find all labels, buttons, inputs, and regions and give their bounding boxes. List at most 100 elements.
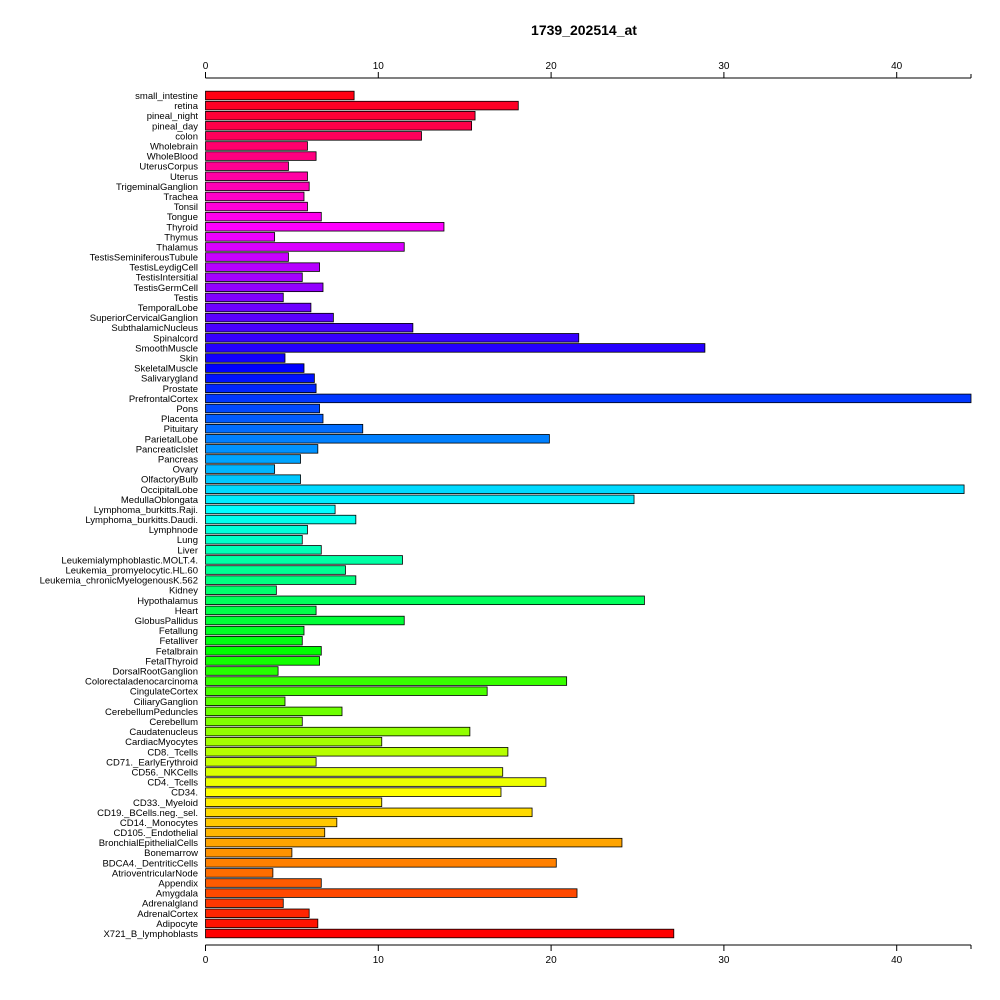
bar-Colorectaladenocarcinoma: [205, 676, 568, 686]
bar-CD56._NKCells: [205, 767, 504, 777]
bar-TestisGermCell: [205, 282, 324, 293]
bar-Adipocyte: [205, 918, 319, 929]
category-label: Ovary: [173, 465, 199, 476]
category-label: retina: [174, 101, 198, 112]
category-label: X721_B_lymphoblasts: [103, 929, 198, 940]
category-label: Skin: [180, 354, 198, 365]
category-label: Pancreas: [158, 454, 198, 465]
category-label: TestisIntersitial: [136, 273, 198, 284]
tick-label: 40: [891, 61, 903, 72]
bars-group: [205, 90, 972, 939]
bar-CD14._Monocytes: [205, 817, 338, 828]
bar-Ovary: [205, 464, 276, 474]
bar-Wholebrain: [205, 141, 308, 151]
bar-Thymus: [205, 232, 276, 242]
category-label: Fetallung: [159, 626, 198, 637]
bar-PancreaticIslet: [205, 444, 319, 454]
category-label: Tonsil: [174, 202, 198, 213]
bar-Tongue: [205, 211, 322, 222]
tick-label: 30: [718, 955, 730, 966]
bar-Hypothalamus: [205, 595, 645, 606]
bar-Leukemia_chronicMyelogenousK.562: [205, 575, 357, 585]
bar-Spinalcord: [205, 333, 580, 343]
category-label: CD56._NKCells: [131, 767, 198, 778]
bar-Bonemarrow: [205, 848, 293, 858]
category-label: Wholebrain: [150, 141, 198, 152]
category-label: Leukemia_promyelocytic.HL.60: [65, 566, 198, 577]
top-x-axis: 0 10 20 30 40: [203, 61, 972, 79]
category-label: SubthalamicNucleus: [111, 323, 198, 334]
bar-TemporalLobe: [205, 302, 312, 313]
category-label: Thymus: [164, 232, 198, 243]
bar-Cerebellum: [205, 716, 303, 727]
category-label: Appendix: [158, 879, 198, 890]
category-label: Hypothalamus: [137, 596, 198, 607]
bar-Amygdala: [205, 888, 578, 898]
category-label: Thalamus: [156, 242, 198, 253]
category-label: CerebellumPeduncles: [105, 707, 198, 718]
tick-label: 10: [373, 955, 385, 966]
bar-Caudatenucleus: [205, 726, 471, 737]
bottom-x-axis: 0 10 20 30 40: [203, 944, 972, 966]
category-label: Tongue: [167, 212, 198, 223]
bar-CiliaryGanglion: [205, 696, 286, 706]
category-label: Bonemarrow: [144, 848, 198, 859]
bar-GlobusPallidus: [205, 615, 405, 626]
bar-Salivarygland: [205, 373, 315, 383]
bar-WholeBlood: [205, 151, 317, 161]
bar-PrefrontalCortex: [205, 393, 972, 404]
category-label: BDCA4._DentriticCells: [102, 858, 198, 869]
bar-Pituitary: [205, 423, 364, 434]
bar-BronchialEpithelialCells: [205, 837, 623, 848]
bar-pineal_day: [205, 121, 473, 131]
bar-Liver: [205, 545, 322, 555]
category-label: Fetalbrain: [156, 646, 198, 657]
bar-Pons: [205, 403, 320, 414]
category-label: MedullaOblongata: [121, 495, 199, 506]
category-label: CD4._Tcells: [147, 778, 198, 789]
category-label: colon: [175, 131, 198, 142]
category-label: DorsalRootGanglion: [112, 666, 198, 677]
bar-Tonsil: [205, 201, 308, 212]
category-label: TestisSeminiferousTubule: [90, 253, 198, 264]
bar-Placenta: [205, 413, 324, 424]
bar-SmoothMuscle: [205, 343, 706, 353]
category-label: OccipitalLobe: [140, 485, 198, 496]
category-label: SuperiorCervicalGanglion: [90, 313, 198, 324]
category-label: Adipocyte: [156, 919, 198, 930]
category-label: Fetalliver: [159, 636, 198, 647]
category-label: CD105._Endothelial: [113, 828, 198, 839]
category-label: Thyroid: [166, 222, 198, 233]
category-label: Leukemia_chronicMyelogenousK.562: [40, 576, 198, 587]
category-label: Colorectaladenocarcinoma: [85, 677, 199, 688]
category-label: Placenta: [161, 414, 199, 425]
category-label: Lymphoma_burkitts.Daudi.: [85, 515, 198, 526]
bar-small_intestine: [205, 90, 355, 101]
category-label: CardiacMyocytes: [125, 737, 198, 748]
category-label: Cerebellum: [149, 717, 198, 728]
bar-ParietalLobe: [205, 434, 550, 444]
category-label: BronchialEpithelialCells: [99, 838, 199, 849]
tick-label: 0: [203, 955, 209, 966]
bar-CD33._Myeloid: [205, 797, 383, 807]
category-label: Heart: [175, 606, 199, 617]
bar-BDCA4._DentriticCells: [205, 858, 557, 868]
category-label: PancreaticIslet: [136, 444, 199, 455]
bar-CD19._BCells.neg._sel.: [205, 807, 533, 818]
bar-SuperiorCervicalGanglion: [205, 312, 334, 323]
bar-TestisIntersitial: [205, 272, 303, 282]
category-label: Spinalcord: [153, 333, 198, 344]
category-label: OlfactoryBulb: [141, 475, 198, 486]
bar-Testis: [205, 292, 284, 303]
bar-SkeletalMuscle: [205, 363, 305, 373]
tick-label: 20: [546, 61, 558, 72]
category-label: Pituitary: [164, 424, 199, 435]
bar-OccipitalLobe: [205, 484, 965, 494]
category-label: AtrioventricularNode: [112, 868, 198, 879]
category-label: CiliaryGanglion: [134, 697, 198, 708]
category-label: Amygdala: [156, 889, 199, 900]
category-label: TestisLeydigCell: [129, 263, 198, 274]
bar-Fetalliver: [205, 636, 303, 646]
category-label: Pons: [176, 404, 198, 415]
